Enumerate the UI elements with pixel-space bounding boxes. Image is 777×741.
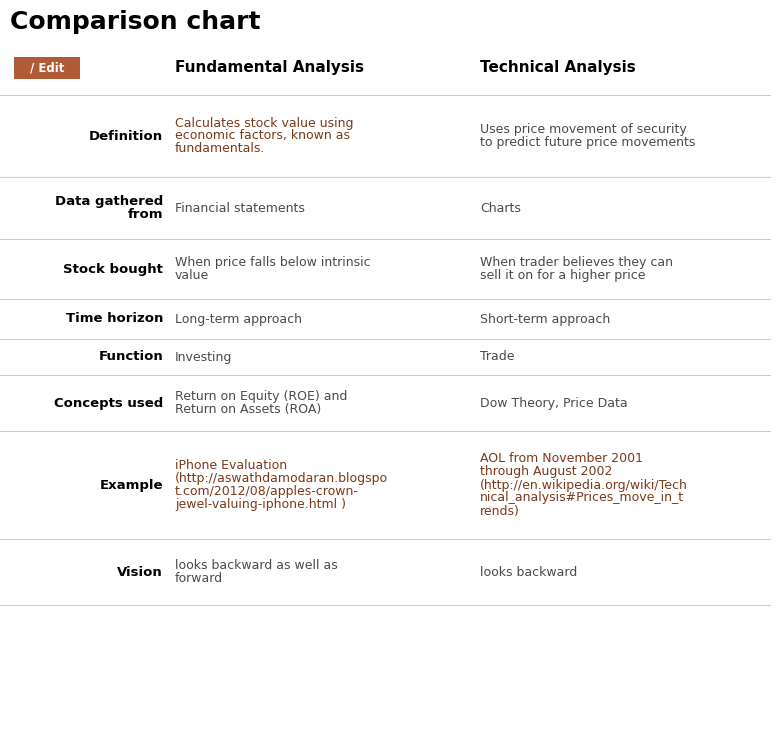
Text: / Edit: / Edit (30, 62, 64, 75)
Text: looks backward as well as: looks backward as well as (175, 559, 338, 572)
Text: fundamentals.: fundamentals. (175, 142, 266, 156)
Text: When trader believes they can: When trader believes they can (480, 256, 673, 269)
Text: Calculates stock value using: Calculates stock value using (175, 116, 354, 130)
Text: t.com/2012/08/apples-crown-: t.com/2012/08/apples-crown- (175, 485, 359, 498)
FancyBboxPatch shape (14, 57, 80, 79)
Text: Function: Function (98, 350, 163, 364)
Text: iPhone Evaluation: iPhone Evaluation (175, 459, 287, 472)
Text: rends): rends) (480, 505, 520, 517)
Text: sell it on for a higher price: sell it on for a higher price (480, 269, 646, 282)
Text: Definition: Definition (89, 130, 163, 142)
Text: Vision: Vision (117, 565, 163, 579)
Text: to predict future price movements: to predict future price movements (480, 136, 695, 149)
Text: Long-term approach: Long-term approach (175, 313, 302, 325)
Text: Charts: Charts (480, 202, 521, 214)
Text: from: from (127, 208, 163, 221)
Text: through August 2002: through August 2002 (480, 465, 612, 479)
Text: Investing: Investing (175, 350, 232, 364)
Text: economic factors, known as: economic factors, known as (175, 130, 350, 142)
Text: Data gathered: Data gathered (54, 195, 163, 208)
Text: Example: Example (99, 479, 163, 491)
Text: AOL from November 2001: AOL from November 2001 (480, 453, 643, 465)
Text: Dow Theory, Price Data: Dow Theory, Price Data (480, 396, 628, 410)
Text: Time horizon: Time horizon (65, 313, 163, 325)
Text: When price falls below intrinsic: When price falls below intrinsic (175, 256, 371, 269)
Text: Stock bought: Stock bought (63, 262, 163, 276)
Text: (http://en.wikipedia.org/wiki/Tech: (http://en.wikipedia.org/wiki/Tech (480, 479, 688, 491)
Text: Short-term approach: Short-term approach (480, 313, 610, 325)
Text: value: value (175, 269, 209, 282)
Text: Return on Equity (ROE) and: Return on Equity (ROE) and (175, 390, 347, 403)
Text: Financial statements: Financial statements (175, 202, 305, 214)
Text: looks backward: looks backward (480, 565, 577, 579)
Text: nical_analysis#Prices_move_in_t: nical_analysis#Prices_move_in_t (480, 491, 684, 505)
Text: jewel-valuing-iphone.html ): jewel-valuing-iphone.html ) (175, 498, 346, 511)
Text: Concepts used: Concepts used (54, 396, 163, 410)
Text: (http://aswathdamodaran.blogspo: (http://aswathdamodaran.blogspo (175, 472, 388, 485)
Text: forward: forward (175, 572, 223, 585)
Text: Technical Analysis: Technical Analysis (480, 60, 636, 75)
Text: Trade: Trade (480, 350, 514, 364)
Text: Fundamental Analysis: Fundamental Analysis (175, 60, 364, 75)
Text: Comparison chart: Comparison chart (10, 10, 260, 34)
Text: Uses price movement of security: Uses price movement of security (480, 123, 687, 136)
Text: Return on Assets (ROA): Return on Assets (ROA) (175, 403, 321, 416)
